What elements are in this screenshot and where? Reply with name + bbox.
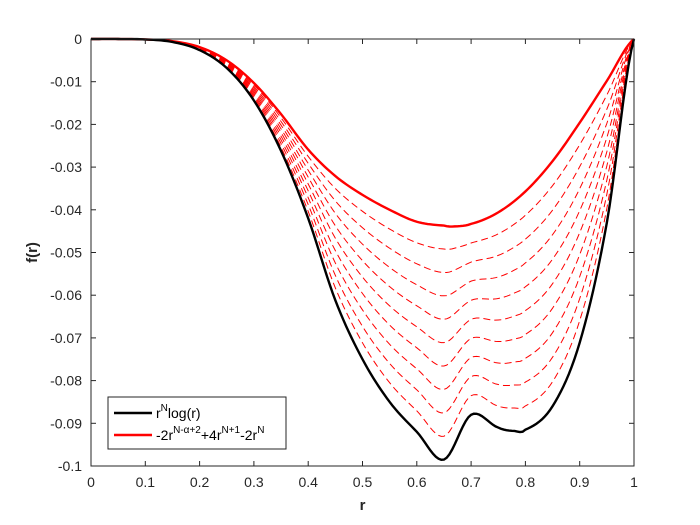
y-tick-label: -0.03 <box>50 159 82 175</box>
x-tick-label: 0.1 <box>136 474 156 490</box>
y-tick-label: -0.01 <box>50 74 82 90</box>
y-axis: 0 -0.01 -0.02 -0.03 -0.04 -0.05 -0.06 -0.07 -0.0… <box>50 31 634 474</box>
x-axis: 0 0.1 0.2 0.3 0.4 0.5 0.6 0.7 0.8 0.9 1 <box>87 39 638 490</box>
y-tick-label: -0.09 <box>50 415 82 431</box>
x-tick-label: 0.9 <box>570 474 590 490</box>
curves-layer <box>91 37 636 461</box>
y-tick-label: -0.08 <box>50 373 82 389</box>
x-tick-label: 1 <box>630 474 638 490</box>
x-tick-label: 0.6 <box>407 474 427 490</box>
y-tick-label: -0.1 <box>58 458 82 474</box>
x-tick-label: 0.2 <box>190 474 210 490</box>
x-axis-label: r <box>360 497 366 514</box>
y-tick-label: 0 <box>74 31 82 47</box>
x-tick-label: 0.3 <box>244 474 264 490</box>
y-tick-label: -0.04 <box>50 202 82 218</box>
y-tick-label: -0.05 <box>50 245 82 261</box>
x-tick-label: 0.4 <box>298 474 318 490</box>
y-tick-label: -0.06 <box>50 287 82 303</box>
y-axis-label: f(r) <box>24 242 41 263</box>
x-tick-label: 0.8 <box>516 474 536 490</box>
legend-label-black: rNlog(r) <box>156 403 201 421</box>
y-tick-label: -0.02 <box>50 116 82 132</box>
series-black-curve <box>91 37 636 461</box>
x-tick-label: 0 <box>87 474 95 490</box>
x-tick-label: 0.7 <box>461 474 481 490</box>
legend-label-red: -2rN-α+2+4rN+1-2rN <box>156 425 264 443</box>
legend-box <box>107 396 287 450</box>
y-tick-label: -0.07 <box>50 330 82 346</box>
x-tick-label: 0.5 <box>353 474 373 490</box>
legend: rNlog(r) -2rN-α+2+4rN+1-2rN <box>107 396 287 450</box>
series-red-curve <box>91 37 635 228</box>
